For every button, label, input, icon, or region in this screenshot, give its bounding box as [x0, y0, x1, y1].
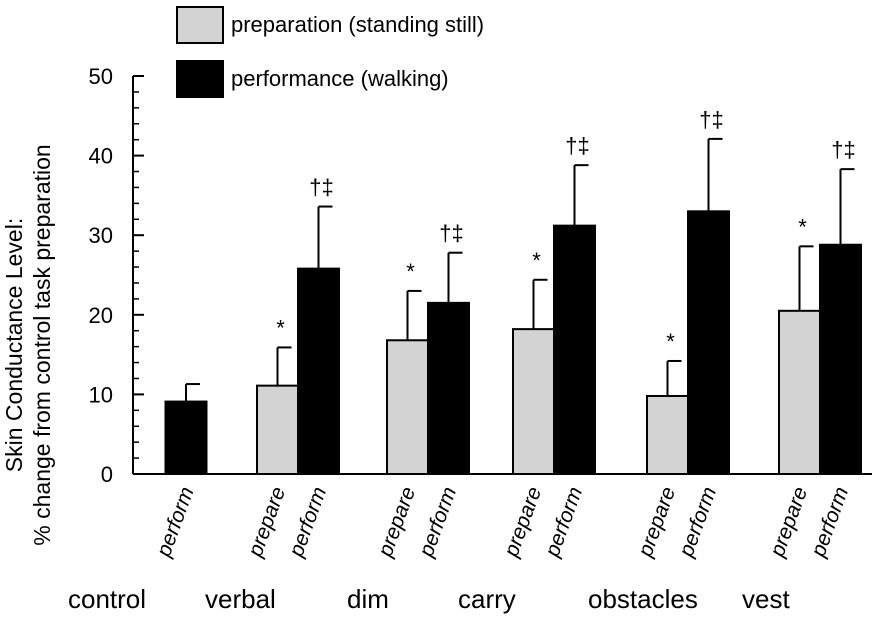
group-label-control: control [68, 584, 146, 614]
legend: preparation (standing still) performance… [176, 6, 484, 98]
condition-label-control-perform: perform [152, 484, 199, 561]
condition-label-dim-perform: perform [414, 484, 461, 561]
condition-label-verbal-prepare: prepare [243, 484, 290, 561]
bar-vest-perform [819, 243, 862, 475]
y-axis-label-line1: Skin Conductance Level: [1, 218, 27, 472]
condition-label-carry-perform: perform [540, 484, 587, 561]
y-tick-label-40: 40 [89, 144, 113, 169]
bar-verbal-prepare [256, 384, 299, 476]
legend-swatch-perform [176, 60, 224, 98]
condition-label-vest-perform: perform [806, 484, 853, 561]
axes: 0 10 20 30 40 50 [89, 64, 872, 487]
significance-mark-dim-perform: †‡ [439, 221, 463, 246]
y-tick-label-30: 30 [89, 223, 113, 248]
group-label-verbal: verbal [205, 584, 276, 614]
bar-control-perform [164, 400, 208, 475]
significance-mark-vest-prepare: * [798, 214, 807, 239]
condition-label-vest-prepare: prepare [765, 484, 812, 561]
y-axis-label-line2: % change from control task preparation [29, 144, 55, 545]
bar-carry-perform [553, 224, 596, 475]
significance-mark-obstacles-perform: †‡ [699, 107, 723, 132]
bar-dim-perform [427, 301, 470, 475]
legend-label-perform: performance (walking) [231, 66, 449, 91]
y-tick-label-50: 50 [89, 64, 113, 89]
condition-label-dim-prepare: prepare [373, 484, 420, 561]
significance-mark-verbal-prepare: * [276, 315, 285, 340]
significance-mark-dim-prepare: * [406, 259, 415, 284]
significance-mark-vest-perform: †‡ [831, 137, 855, 162]
y-tick-label-20: 20 [89, 303, 113, 328]
significance-mark-obstacles-prepare: * [666, 329, 675, 354]
bar-dim-prepare [386, 339, 429, 475]
group-label-carry: carry [458, 584, 516, 614]
category-labels: performcontrolprepareperformverbalprepar… [68, 484, 853, 614]
bar-verbal-perform [297, 267, 340, 475]
condition-label-verbal-perform: perform [284, 484, 331, 561]
condition-label-obstacles-prepare: prepare [633, 484, 680, 561]
significance-mark-carry-prepare: * [532, 248, 541, 273]
y-tick-label-10: 10 [89, 382, 113, 407]
legend-swatch-prepare [176, 6, 224, 44]
group-label-obstacles: obstacles [588, 584, 698, 614]
condition-label-obstacles-perform: perform [674, 484, 721, 561]
bar-obstacles-perform [687, 210, 730, 475]
bar-carry-prepare [512, 328, 555, 475]
bars: * †‡ * †‡ * †‡ * †‡ * †‡ [164, 107, 862, 476]
group-label-vest: vest [742, 584, 790, 614]
condition-label-carry-prepare: prepare [499, 484, 546, 561]
bar-vest-prepare [778, 309, 821, 475]
bar-obstacles-prepare [646, 394, 689, 476]
y-axis-label: Skin Conductance Level: % change from co… [1, 144, 55, 545]
y-tick-label-0: 0 [101, 462, 113, 487]
group-label-dim: dim [347, 584, 389, 614]
significance-mark-verbal-perform: †‡ [309, 175, 333, 200]
legend-label-prepare: preparation (standing still) [231, 12, 484, 37]
significance-mark-carry-perform: †‡ [565, 133, 589, 158]
